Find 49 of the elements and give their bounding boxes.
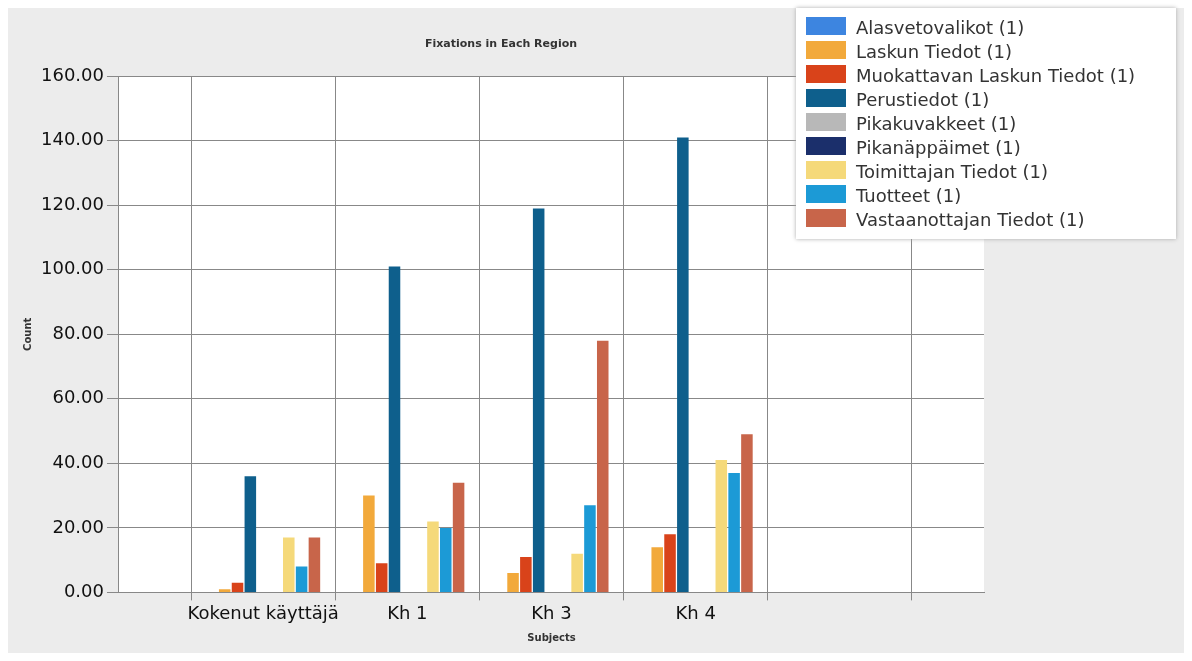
bar — [677, 137, 689, 592]
bar — [440, 527, 452, 592]
bar — [244, 476, 257, 592]
y-tick-label: 120.00 — [41, 192, 104, 214]
legend-label: Laskun Tiedot (1) — [856, 41, 1013, 62]
bar — [388, 266, 401, 592]
bar — [520, 556, 532, 592]
bar — [664, 534, 676, 592]
bar — [363, 495, 375, 592]
legend-label: Alasvetovalikot (1) — [856, 17, 1025, 38]
legend-label: Pikakuvakkeet (1) — [856, 113, 1017, 134]
legend-label: Tuotteet (1) — [856, 185, 962, 206]
bar — [532, 208, 545, 592]
bar — [452, 482, 465, 592]
y-tick-label: 40.00 — [52, 451, 104, 473]
bar — [308, 537, 321, 592]
bar — [596, 340, 609, 592]
legend-label: Pikanäppäimet (1) — [856, 137, 1021, 158]
y-tick-label: 60.00 — [52, 386, 104, 408]
y-tick-label: 140.00 — [41, 128, 104, 150]
bar — [231, 582, 244, 592]
bar — [715, 460, 728, 592]
legend-label: Toimittajan Tiedot (1) — [856, 161, 1049, 182]
legend-label: Vastaanottajan Tiedot (1) — [856, 209, 1085, 230]
x-tick-label: Kh 1 — [387, 601, 428, 623]
bar — [507, 573, 519, 592]
x-axis-title: Subjects — [527, 631, 576, 643]
bar — [728, 473, 740, 592]
bar — [283, 537, 295, 592]
y-axis-title: Count — [21, 317, 33, 351]
y-tick-label: 80.00 — [52, 321, 104, 343]
legend-label: Perustiedot (1) — [856, 89, 990, 110]
bar — [651, 547, 663, 592]
bar — [584, 505, 596, 592]
y-tick-label: 20.00 — [52, 515, 104, 537]
bar — [218, 589, 231, 592]
bar — [571, 553, 583, 592]
bar — [295, 566, 308, 592]
y-tick-label: 160.00 — [41, 63, 104, 85]
x-tick-label: Kokenut käyttäjä — [187, 601, 339, 623]
y-tick-label: 0.00 — [63, 580, 104, 602]
chart-title: Fixations in Each Region — [424, 37, 578, 51]
legend-label: Muokattavan Laskun Tiedot (1) — [856, 65, 1136, 86]
bar — [375, 563, 388, 592]
bar — [427, 521, 439, 592]
y-tick-label: 100.00 — [41, 257, 104, 279]
x-tick-label: Kh 4 — [675, 601, 716, 623]
x-tick-label: Kh 3 — [531, 601, 572, 623]
bar — [741, 434, 753, 592]
